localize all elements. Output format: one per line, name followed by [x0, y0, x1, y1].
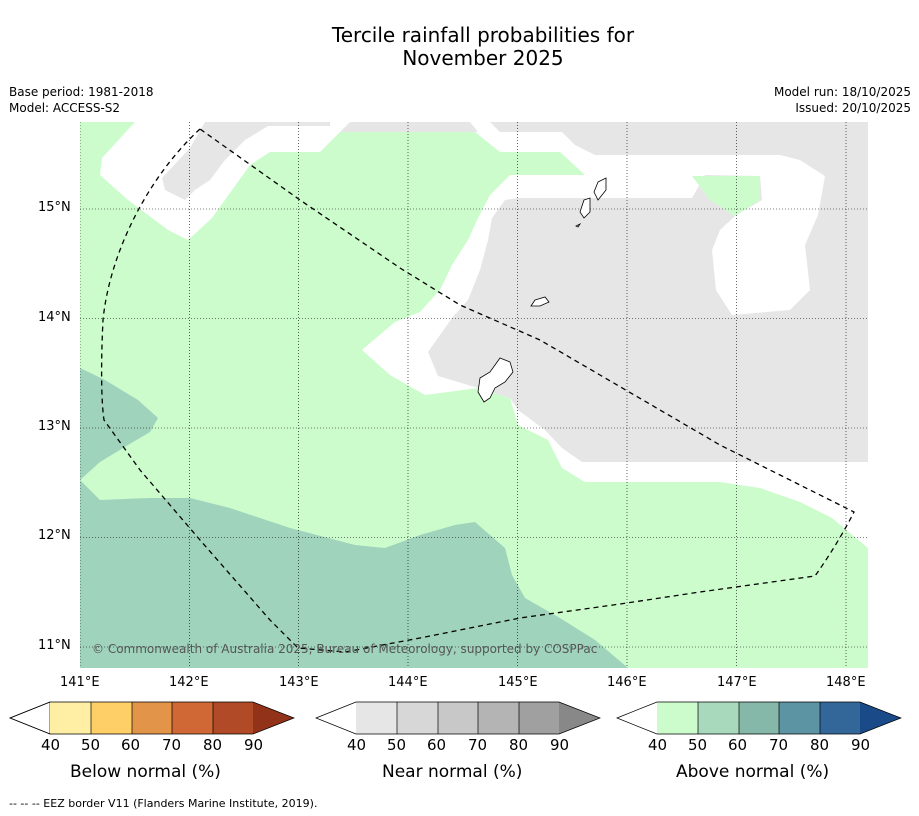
below-normal-tick-50: 50: [81, 736, 101, 754]
near-normal-swatch-70-80: [478, 702, 519, 734]
map-gridlines: [80, 122, 868, 668]
below-normal-tick-70: 70: [162, 736, 182, 754]
island-saipan: [593, 177, 607, 201]
lon-label-142e: 142°E: [169, 675, 209, 690]
above-normal-50-60-region: [80, 368, 628, 668]
above-normal-swatch-40-50: [657, 702, 698, 734]
below-normal-swatch-70-80: [172, 702, 213, 734]
lat-label-12n: 12°N: [38, 528, 71, 543]
issued-date: Issued: 20/10/2025: [795, 101, 911, 115]
below-normal-max-extension: [253, 702, 294, 734]
below-normal-tick-40: 40: [41, 736, 61, 754]
island-aguijan: [575, 222, 582, 228]
above-normal-colorbar: [616, 701, 902, 735]
lon-label-145e: 145°E: [498, 675, 538, 690]
model-run: Model run: 18/10/2025: [773, 85, 911, 99]
near-normal-swatch-40-50: [356, 702, 397, 734]
lat-label-15n: 15°N: [38, 200, 71, 215]
lon-label-141e: 141°E: [60, 675, 100, 690]
island-rota: [530, 296, 550, 307]
island-tinian: [579, 197, 591, 219]
above-normal-tick-70: 70: [769, 736, 789, 754]
near-normal-tick-80: 80: [509, 736, 529, 754]
near-normal-swatch-60-70: [438, 702, 478, 734]
above-normal-40-50-patch-fill: [692, 176, 760, 216]
above-normal-swatch-60-70: [739, 702, 779, 734]
above-normal-swatch-70-80: [779, 702, 820, 734]
above-normal-swatch-80-90: [820, 702, 860, 734]
lat-label-11n: 11°N: [38, 638, 71, 653]
above-normal-tick-40: 40: [648, 736, 668, 754]
near-normal-40-50-east: [428, 122, 868, 462]
lon-label-144e: 144°E: [388, 675, 428, 690]
near-normal-tick-70: 70: [468, 736, 488, 754]
near-normal-colorbar: [315, 701, 601, 735]
map-area: © Commonwealth of Australia 2025, Bureau…: [80, 122, 868, 668]
below-normal-min-extension: [9, 701, 51, 735]
lon-label-147e: 147°E: [717, 675, 757, 690]
above-normal-tick-50: 50: [688, 736, 708, 754]
near-normal-min-extension: [316, 702, 356, 734]
below-normal-swatch-60-70: [132, 702, 172, 734]
model-name: Model: ACCESS-S2: [9, 101, 121, 115]
near-normal-tick-90: 90: [550, 736, 570, 754]
lon-label-146e: 146°E: [607, 675, 647, 690]
near-normal-tick-60: 60: [427, 736, 447, 754]
below-normal-tick-60: 60: [121, 736, 141, 754]
lat-label-14n: 14°N: [38, 310, 71, 325]
above-normal-swatch-50-60: [698, 702, 739, 734]
below-normal-title: Below normal (%): [70, 762, 221, 782]
copyright-text: © Commonwealth of Australia 2025, Bureau…: [92, 642, 597, 656]
near-normal-max-extension: [559, 702, 600, 734]
base-period: Base period: 1981-2018: [9, 85, 154, 99]
near-normal-40-50-west: [150, 122, 330, 200]
lon-label-143e: 143°E: [279, 675, 319, 690]
island-guam: [477, 357, 514, 403]
above-normal-min-extension: [617, 702, 657, 734]
eez-border-footnote: -- -- -- EEZ border V11 (Flanders Marine…: [9, 797, 318, 810]
above-normal-tick-60: 60: [728, 736, 748, 754]
above-normal-title: Above normal (%): [676, 762, 830, 782]
eez-border: [100, 128, 855, 653]
below-normal-swatch-80-90: [213, 702, 253, 734]
above-normal-max-extension: [860, 702, 901, 734]
near-normal-tick-40: 40: [347, 736, 367, 754]
below-normal-swatch-50-60: [91, 702, 132, 734]
map-title-line-1: Tercile rainfall probabilities for: [331, 23, 635, 47]
islands: [477, 177, 607, 403]
near-normal-40-50-north: [340, 122, 478, 132]
near-normal-swatch-80-90: [519, 702, 559, 734]
near-normal-title: Near normal (%): [382, 762, 523, 782]
map-title-line-2: November 2025: [402, 46, 564, 70]
below-normal-colorbar: [9, 701, 295, 735]
above-normal-tick-90: 90: [851, 736, 871, 754]
lon-label-148e: 148°E: [826, 675, 866, 690]
below-normal-swatch-40-50: [50, 702, 91, 734]
below-normal-tick-80: 80: [203, 736, 223, 754]
near-normal-swatch-50-60: [397, 702, 438, 734]
lat-label-13n: 13°N: [38, 419, 71, 434]
near-normal-tick-50: 50: [387, 736, 407, 754]
below-normal-tick-90: 90: [244, 736, 264, 754]
above-normal-tick-80: 80: [810, 736, 830, 754]
